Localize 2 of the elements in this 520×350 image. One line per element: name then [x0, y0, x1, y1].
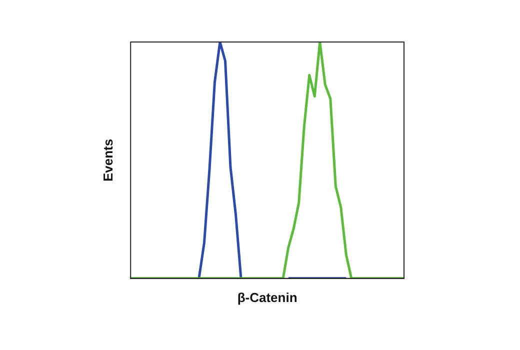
- x-axis-title: β-Catenin: [237, 290, 298, 305]
- y-axis-title: Events: [100, 138, 116, 182]
